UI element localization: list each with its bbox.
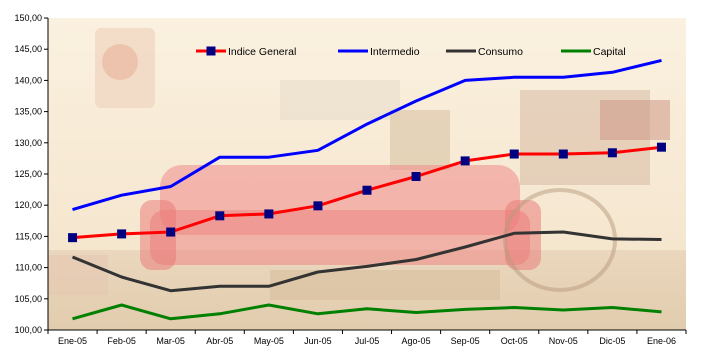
photo-portrait-face: [102, 44, 138, 80]
data-point-indice-general: [313, 201, 323, 211]
series-line-consumo: [71, 230, 662, 293]
x-tick-label: Mar-05: [156, 336, 185, 346]
y-tick-label: 130,00: [14, 138, 42, 148]
data-point-indice-general: [411, 171, 421, 181]
data-point-indice-general: [68, 233, 78, 243]
y-tick-label: 115,00: [15, 231, 42, 241]
legend-label-intermedio: Intermedio: [370, 46, 420, 58]
legend-label-indice-general: Indice General: [228, 46, 296, 58]
legend-item-consumo: Consumo: [446, 46, 523, 58]
data-point-indice-general: [509, 149, 519, 159]
data-point-indice-general: [117, 229, 127, 239]
legend-item-intermedio: Intermedio: [338, 46, 420, 58]
x-tick-label: Abr-05: [206, 336, 233, 346]
y-tick-label: 120,00: [14, 200, 42, 210]
x-axis-ticks: Ene-05 Feb-05 Mar-05 Abr-05 May-05 Jun-05 Jul-…: [47, 330, 687, 346]
data-point-indice-general: [166, 227, 176, 237]
y-tick-label: 105,00: [14, 294, 42, 304]
data-point-indice-general: [264, 209, 274, 219]
legend-marker-indice-general: [206, 46, 216, 56]
x-tick-label: May-05: [254, 336, 284, 346]
photo-sofa-seat: [150, 210, 530, 265]
photo-cabinet: [600, 100, 670, 140]
data-point-indice-general: [656, 142, 666, 152]
data-point-indice-general: [607, 148, 617, 158]
x-tick-label: Jul-05: [355, 336, 380, 346]
y-tick-label: 140,00: [14, 75, 42, 85]
series-line-intermedio: [72, 58, 662, 212]
legend-label-capital: Capital: [593, 46, 626, 58]
x-tick-label: Nov-05: [549, 336, 578, 346]
y-tick-label: 135,00: [14, 107, 42, 117]
series-line-capital: [72, 303, 662, 321]
y-tick-label: 145,00: [14, 44, 42, 54]
x-tick-label: Ene-06: [647, 336, 676, 346]
legend-item-indice-general: Indice General: [196, 46, 296, 58]
x-tick-label: Ene-05: [58, 336, 87, 346]
photo-sofa-arm-right: [505, 200, 541, 270]
y-tick-label: 100,00: [14, 325, 42, 335]
legend-item-capital: Capital: [561, 46, 626, 58]
data-point-indice-general: [460, 156, 470, 166]
photo-plant: [390, 110, 450, 170]
legend: Indice General Intermedio Consumo Capital: [196, 46, 626, 58]
data-point-indice-general: [558, 149, 568, 159]
photo-side-table: [48, 255, 108, 295]
series-markers: [68, 142, 666, 243]
x-tick-label: Sep-05: [451, 336, 480, 346]
x-tick-label: Ago-05: [402, 336, 431, 346]
x-tick-label: Feb-05: [107, 336, 136, 346]
legend-label-consumo: Consumo: [478, 46, 523, 58]
y-tick-label: 125,00: [14, 169, 42, 179]
background-photo: [48, 18, 686, 330]
y-axis-ticks: 100,00 105,00 110,00 115,00 120,00 125,00 130,…: [14, 13, 48, 335]
x-tick-label: Oct-05: [501, 336, 528, 346]
x-tick-label: Dic-05: [599, 336, 625, 346]
y-tick-label: 110,00: [15, 263, 42, 273]
x-tick-label: Jun-05: [304, 336, 332, 346]
photo-sofa-arm-left: [140, 200, 176, 270]
photo-window: [280, 80, 400, 120]
y-tick-label: 150,00: [14, 13, 42, 23]
data-point-indice-general: [215, 211, 225, 221]
data-point-indice-general: [362, 185, 372, 195]
